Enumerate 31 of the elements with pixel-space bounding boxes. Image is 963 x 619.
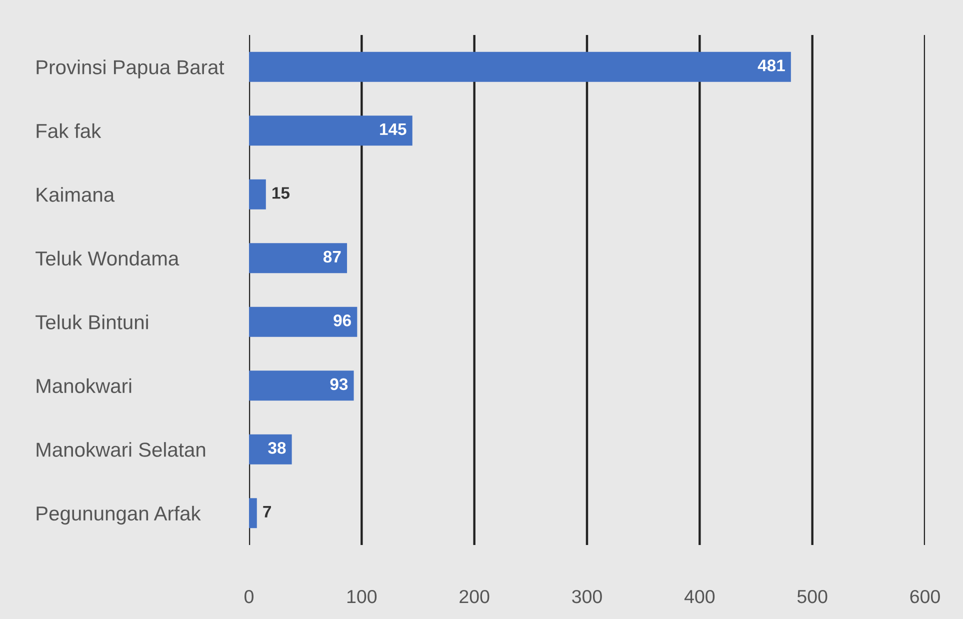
bar: [249, 52, 791, 82]
data-label: 7: [263, 506, 271, 518]
x-tick-label: 200: [460, 590, 490, 604]
data-label: 481: [758, 60, 785, 72]
x-tick-label: 0: [244, 590, 254, 604]
bar: [249, 179, 266, 210]
bar: [249, 370, 354, 401]
y-tick-label: Kaimana: [36, 187, 115, 202]
y-tick-label: Teluk Wondama: [36, 250, 180, 266]
x-tick-label: 500: [797, 590, 828, 604]
bar: [249, 434, 292, 464]
data-label: 93: [330, 378, 348, 390]
bar: [249, 116, 412, 146]
y-tick-label: Manokwari Selatan: [36, 442, 206, 457]
data-label: 15: [272, 187, 290, 199]
bar: [249, 306, 358, 337]
data-label: 87: [323, 250, 341, 263]
y-tick-label: Teluk Bintuni: [36, 314, 148, 330]
x-tick-label: 100: [347, 590, 377, 604]
y-tick-label: Fak fak: [36, 123, 102, 138]
data-label: 96: [334, 314, 352, 326]
y-tick-label: Provinsi Papua Barat: [36, 60, 224, 78]
y-tick-label: Pegunungan Arfak: [36, 506, 201, 525]
y-tick-label: Manokwari: [36, 378, 132, 394]
x-tick-label: 600: [910, 590, 940, 604]
x-tick-label: 400: [684, 590, 715, 604]
data-label: 145: [380, 123, 406, 136]
bar: [249, 498, 257, 528]
bar: [249, 243, 348, 274]
data-label: 38: [268, 442, 286, 454]
x-tick-label: 300: [572, 590, 602, 604]
